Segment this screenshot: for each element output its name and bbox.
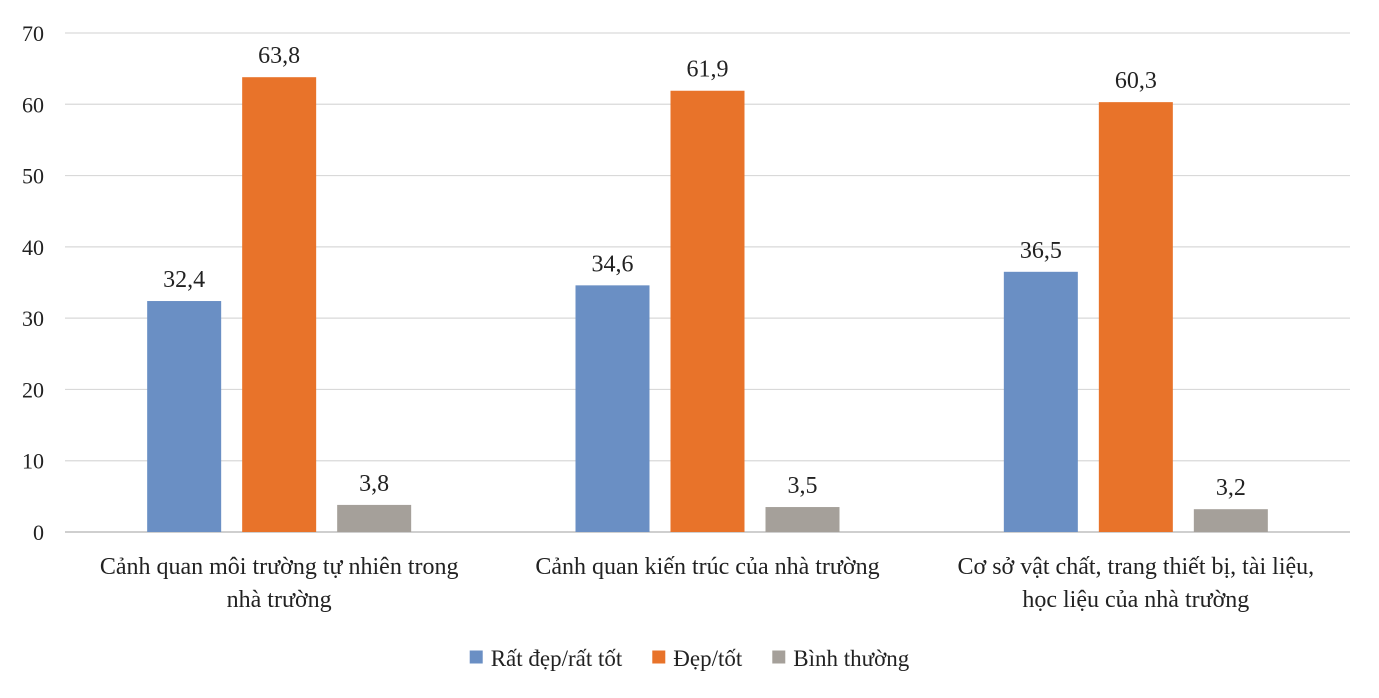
data-label: 3,8 [359, 471, 389, 497]
y-tick-label: 10 [22, 449, 44, 474]
y-tick-label: 70 [22, 21, 44, 46]
x-category-label: học liệu của nhà trường [1022, 587, 1249, 613]
bar [147, 301, 222, 532]
x-category-label: Cảnh quan kiến trúc của nhà trường [535, 554, 879, 580]
bar [337, 504, 412, 532]
data-label: 60,3 [1115, 68, 1157, 94]
bar [1193, 509, 1268, 532]
data-label: 34,6 [592, 251, 634, 277]
legend-label: Bình thường [793, 646, 909, 671]
data-label: 3,5 [788, 473, 818, 499]
bar [670, 90, 745, 533]
x-category-label: nhà trường [227, 587, 332, 613]
y-tick-label: 50 [22, 164, 44, 189]
x-category-label: Cơ sở vật chất, trang thiết bị, tài liệu… [958, 554, 1315, 580]
data-label: 61,9 [687, 57, 729, 83]
data-label: 32,4 [163, 267, 205, 293]
bar [1098, 102, 1173, 532]
data-label: 63,8 [258, 43, 300, 69]
bar [242, 77, 317, 532]
bar [1003, 271, 1078, 532]
y-tick-label: 0 [33, 520, 44, 545]
y-tick-label: 30 [22, 306, 44, 331]
data-label: 3,2 [1216, 475, 1246, 501]
y-tick-label: 60 [22, 92, 44, 117]
data-label: 36,5 [1020, 238, 1062, 264]
legend-swatch [469, 650, 483, 664]
bar [575, 285, 650, 532]
bar [765, 507, 840, 532]
legend-swatch [772, 650, 786, 664]
legend-swatch [652, 650, 666, 664]
y-tick-label: 20 [22, 377, 44, 402]
legend-label: Rất đẹp/rất tốt [491, 646, 623, 671]
y-tick-label: 40 [22, 235, 44, 260]
legend-label: Đẹp/tốt [673, 646, 743, 671]
x-category-label: Cảnh quan môi trường tự nhiên trong [100, 554, 459, 580]
